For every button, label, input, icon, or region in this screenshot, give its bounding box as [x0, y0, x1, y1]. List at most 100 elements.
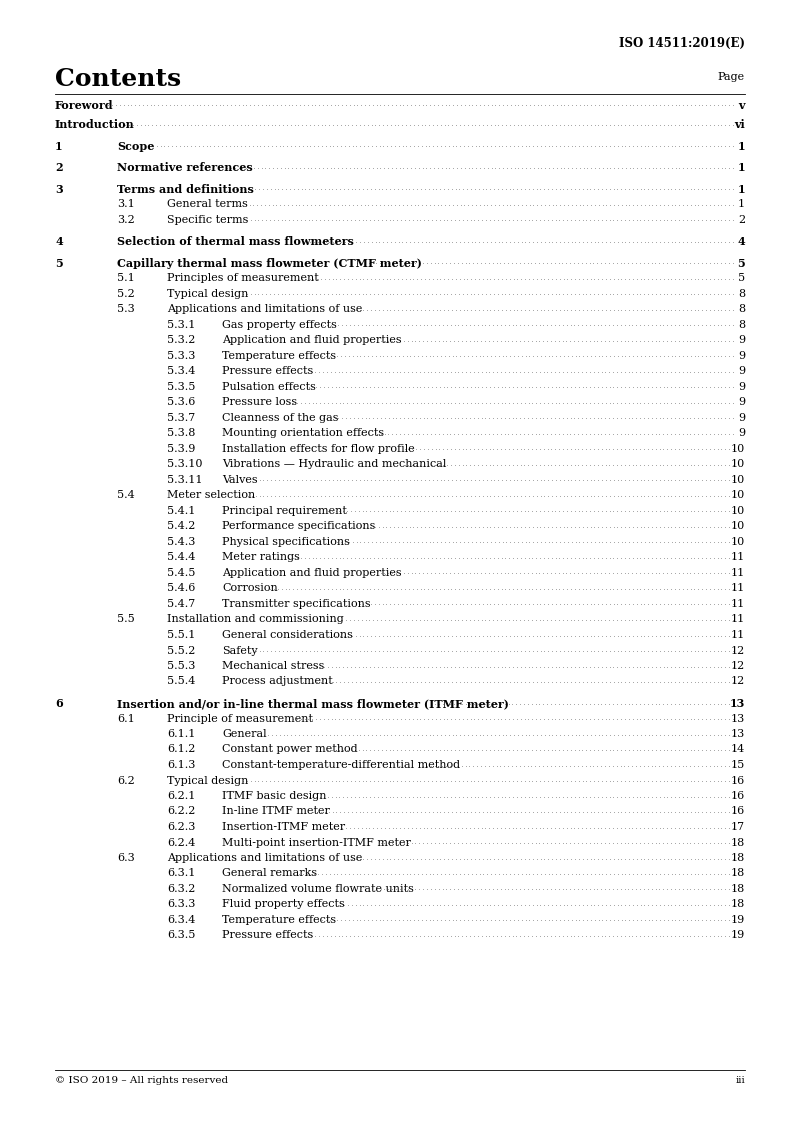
- Text: Application and fluid properties: Application and fluid properties: [222, 335, 401, 346]
- Text: ISO 14511:2019(E): ISO 14511:2019(E): [619, 37, 745, 50]
- Text: 10: 10: [731, 444, 745, 454]
- Text: Principal requirement: Principal requirement: [222, 506, 347, 516]
- Text: 5.5.3: 5.5.3: [167, 661, 195, 671]
- Text: 5.1: 5.1: [117, 274, 135, 284]
- Text: 5.5: 5.5: [117, 615, 135, 625]
- Text: General: General: [222, 729, 266, 739]
- Text: General considerations: General considerations: [222, 629, 353, 640]
- Text: 11: 11: [731, 568, 745, 578]
- Text: Meter ratings: Meter ratings: [222, 552, 300, 562]
- Text: 5.3.7: 5.3.7: [167, 413, 195, 423]
- Text: 9: 9: [737, 381, 745, 392]
- Text: 5.3.2: 5.3.2: [167, 335, 195, 346]
- Text: 10: 10: [731, 475, 745, 485]
- Text: 6.3.2: 6.3.2: [167, 884, 195, 894]
- Text: 5.3.3: 5.3.3: [167, 351, 195, 361]
- Text: 3.2: 3.2: [117, 215, 135, 226]
- Text: Physical specifications: Physical specifications: [222, 537, 350, 548]
- Text: 8: 8: [737, 320, 745, 330]
- Text: 13: 13: [730, 698, 745, 709]
- Text: Pressure loss: Pressure loss: [222, 397, 297, 407]
- Text: Fluid property effects: Fluid property effects: [222, 900, 345, 910]
- Text: 1: 1: [55, 141, 63, 151]
- Text: Installation effects for flow profile: Installation effects for flow profile: [222, 444, 415, 454]
- Text: 18: 18: [731, 884, 745, 894]
- Text: 5: 5: [737, 258, 745, 269]
- Text: 3.1: 3.1: [117, 200, 135, 210]
- Text: Constant-temperature-differential method: Constant-temperature-differential method: [222, 760, 460, 770]
- Text: 6.2.1: 6.2.1: [167, 791, 195, 801]
- Text: 5.2: 5.2: [117, 289, 135, 298]
- Text: Safety: Safety: [222, 645, 258, 655]
- Text: 4: 4: [737, 237, 745, 248]
- Text: 6.3.3: 6.3.3: [167, 900, 195, 910]
- Text: General remarks: General remarks: [222, 868, 317, 879]
- Text: 5.5.2: 5.5.2: [167, 645, 195, 655]
- Text: 16: 16: [731, 807, 745, 817]
- Text: Introduction: Introduction: [55, 120, 135, 130]
- Text: 11: 11: [731, 552, 745, 562]
- Text: 11: 11: [731, 583, 745, 594]
- Text: 19: 19: [731, 916, 745, 925]
- Text: Applications and limitations of use: Applications and limitations of use: [167, 853, 362, 863]
- Text: 6.3.4: 6.3.4: [167, 916, 195, 925]
- Text: 5.5.4: 5.5.4: [167, 677, 195, 687]
- Text: 6.3: 6.3: [117, 853, 135, 863]
- Text: 1: 1: [737, 163, 745, 174]
- Text: Mechanical stress: Mechanical stress: [222, 661, 324, 671]
- Text: 13: 13: [731, 729, 745, 739]
- Text: Insertion-ITMF meter: Insertion-ITMF meter: [222, 822, 345, 833]
- Text: Principles of measurement: Principles of measurement: [167, 274, 319, 284]
- Text: 6.2.2: 6.2.2: [167, 807, 195, 817]
- Text: 11: 11: [731, 615, 745, 625]
- Text: 6: 6: [55, 698, 63, 709]
- Text: 6.1.2: 6.1.2: [167, 745, 195, 754]
- Text: 5.4.3: 5.4.3: [167, 537, 195, 548]
- Text: 18: 18: [731, 837, 745, 847]
- Text: 5.4.2: 5.4.2: [167, 522, 195, 532]
- Text: 14: 14: [731, 745, 745, 754]
- Text: 10: 10: [731, 490, 745, 500]
- Text: Typical design: Typical design: [167, 289, 248, 298]
- Text: 13: 13: [731, 714, 745, 724]
- Text: 9: 9: [737, 367, 745, 377]
- Text: 11: 11: [731, 599, 745, 609]
- Text: 4: 4: [55, 237, 63, 248]
- Text: In-line ITMF meter: In-line ITMF meter: [222, 807, 330, 817]
- Text: vi: vi: [734, 120, 745, 130]
- Text: 5.3.4: 5.3.4: [167, 367, 195, 377]
- Text: Contents: Contents: [55, 67, 181, 91]
- Text: ITMF basic design: ITMF basic design: [222, 791, 327, 801]
- Text: Cleanness of the gas: Cleanness of the gas: [222, 413, 339, 423]
- Text: Process adjustment: Process adjustment: [222, 677, 333, 687]
- Text: 9: 9: [737, 351, 745, 361]
- Text: Transmitter specifications: Transmitter specifications: [222, 599, 370, 609]
- Text: 6.1: 6.1: [117, 714, 135, 724]
- Text: 5: 5: [55, 258, 63, 269]
- Text: Multi-point insertion-ITMF meter: Multi-point insertion-ITMF meter: [222, 837, 411, 847]
- Text: 12: 12: [731, 677, 745, 687]
- Text: 8: 8: [737, 304, 745, 314]
- Text: Temperature effects: Temperature effects: [222, 351, 336, 361]
- Text: 1: 1: [737, 141, 745, 151]
- Text: 11: 11: [731, 629, 745, 640]
- Text: 10: 10: [731, 506, 745, 516]
- Text: Pulsation effects: Pulsation effects: [222, 381, 316, 392]
- Text: 5.4.1: 5.4.1: [167, 506, 195, 516]
- Text: Constant power method: Constant power method: [222, 745, 358, 754]
- Text: 5.4.7: 5.4.7: [167, 599, 195, 609]
- Text: 5.3: 5.3: [117, 304, 135, 314]
- Text: 12: 12: [731, 645, 745, 655]
- Text: Application and fluid properties: Application and fluid properties: [222, 568, 401, 578]
- Text: 10: 10: [731, 537, 745, 548]
- Text: 16: 16: [731, 775, 745, 785]
- Text: Temperature effects: Temperature effects: [222, 916, 336, 925]
- Text: 6.1.1: 6.1.1: [167, 729, 195, 739]
- Text: 2: 2: [737, 215, 745, 226]
- Text: 10: 10: [731, 522, 745, 532]
- Text: 16: 16: [731, 791, 745, 801]
- Text: 9: 9: [737, 397, 745, 407]
- Text: 18: 18: [731, 868, 745, 879]
- Text: 6.2: 6.2: [117, 775, 135, 785]
- Text: 5.4.5: 5.4.5: [167, 568, 195, 578]
